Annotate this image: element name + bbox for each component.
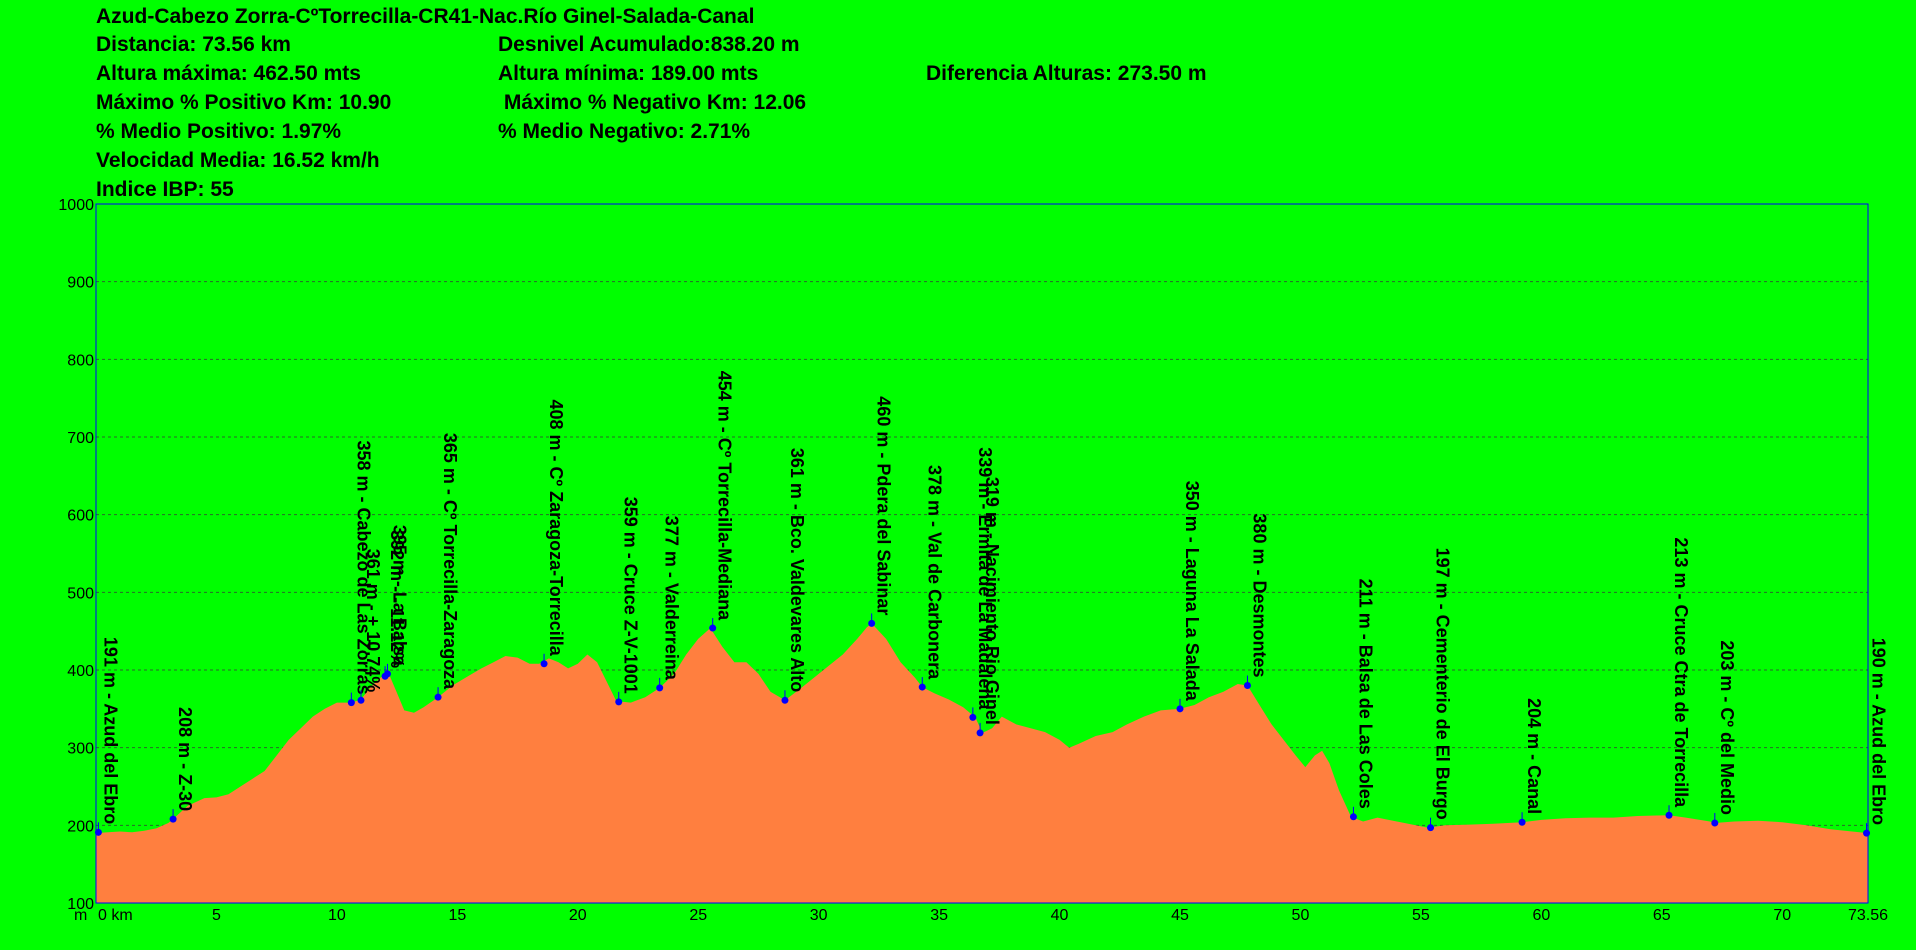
elevation-gain-stat: Desnivel Acumulado:838.20 m — [498, 33, 800, 56]
marker-label: 377 m - Valderreina — [662, 516, 682, 681]
marker-point — [918, 683, 926, 691]
x-tick-label: 45 — [1171, 907, 1189, 924]
min-altitude-stat: Altura mínima: 189.00 mts — [498, 62, 759, 85]
marker-point — [540, 660, 548, 668]
distance-stat: Distancia: 73.56 km — [96, 33, 291, 56]
marker-point — [656, 684, 664, 692]
marker-label: 361 m - Bco. Valdevares Alto — [787, 448, 807, 692]
marker-point — [1176, 705, 1184, 713]
marker-point — [709, 624, 717, 632]
marker-point — [1427, 824, 1435, 832]
y-tick-label: 400 — [67, 663, 94, 680]
y-tick-label: 800 — [67, 352, 94, 369]
marker-label: 319 m - Nacimiento Rio Ginel — [982, 477, 1002, 725]
marker-label: 208 m - Z-30 — [175, 707, 195, 811]
x-tick-label: 30 — [810, 907, 828, 924]
marker-point — [94, 828, 102, 836]
marker-point — [1665, 811, 1673, 819]
route-title: Azud-Cabezo Zorra-CºTorrecilla-CR41-Nac.… — [96, 5, 755, 28]
route-summary: Azud-Cabezo Zorra-CºTorrecilla-CR41-Nac.… — [0, 0, 1916, 205]
plot-frame — [95, 203, 1869, 904]
y-tick-label: 600 — [67, 508, 94, 525]
marker-label: 197 m - Cementerio de El Burgo — [1433, 548, 1453, 820]
x-tick-label: 5 — [212, 907, 221, 924]
x-tick-label: 10 — [328, 907, 346, 924]
marker-point — [383, 670, 391, 678]
altitude-difference-stat: Diferencia Alturas: 273.50 m — [926, 62, 1207, 85]
y-tick-label: 300 — [67, 741, 94, 758]
x-tick-label: 0 km — [98, 907, 133, 924]
marker-point — [976, 729, 984, 737]
max-altitude-stat: Altura máxima: 462.50 mts — [96, 62, 361, 85]
x-tick-label: 60 — [1532, 907, 1550, 924]
mean-negative-grade-stat: % Medio Negativo: 2.71% — [498, 120, 751, 143]
marker-label: 191 m - Azud del Ebro — [100, 637, 120, 824]
x-tick-label: 40 — [1051, 907, 1069, 924]
y-tick-label: 700 — [67, 430, 94, 447]
x-tick-label: 20 — [569, 907, 587, 924]
marker-label: 203 m - Cº del Medio — [1717, 640, 1737, 815]
y-tick-label: 100 — [67, 896, 94, 913]
marker-point — [347, 699, 355, 707]
y-tick-label: 200 — [67, 818, 94, 835]
marker-label: 460 m - Pdera del Sabinar — [874, 396, 894, 615]
marker-point — [357, 696, 365, 704]
x-unit-label: m — [74, 907, 87, 924]
marker-point — [615, 698, 623, 706]
marker-label: 392 m - - 11.12% — [387, 530, 407, 668]
marker-point — [1711, 819, 1719, 827]
marker-label: 339 m - Ermita de La Madalena — [975, 447, 995, 710]
elevation-area — [96, 623, 1868, 903]
y-tick-label: 900 — [67, 275, 94, 292]
marker-point — [169, 815, 177, 823]
marker-label: 408 m - Cº Zaragoza-Torrecilla — [546, 399, 566, 656]
marker-point — [1243, 682, 1251, 690]
max-negative-grade-stat: Máximo % Negativo Km: 12.06 — [498, 91, 807, 114]
marker-label: 365 m - Cº Torrecilla-Zaragoza — [440, 433, 460, 690]
marker-point — [1518, 818, 1526, 826]
marker-label: 350 m - Laguna La Salada — [1182, 481, 1202, 702]
x-tick-label: 55 — [1412, 907, 1430, 924]
average-speed-stat: Velocidad Media: 16.52 km/h — [96, 149, 380, 172]
marker-point — [781, 696, 789, 704]
y-tick-label: 500 — [67, 585, 94, 602]
x-tick-label: 15 — [448, 907, 466, 924]
marker-label: 378 m - Val de Carbonera — [924, 465, 944, 680]
marker-label: 211 m - Balsa de Las Coles — [1356, 579, 1376, 809]
x-tick-label: 35 — [930, 907, 948, 924]
marker-label: 395 m - La Balsa — [390, 525, 410, 667]
marker-label: 358 m - Cabezo de Las Zorras — [353, 441, 373, 695]
marker-point — [868, 619, 876, 627]
ibp-index-stat: Indice IBP: 55 — [96, 178, 234, 201]
marker-point — [969, 713, 977, 721]
marker-label: 204 m - Canal — [1524, 698, 1544, 814]
x-tick-label: 70 — [1773, 907, 1791, 924]
marker-label: 213 m - Cruce Ctra de Torrecilla — [1671, 537, 1691, 808]
marker-point — [1349, 813, 1357, 821]
x-tick-label: 50 — [1292, 907, 1310, 924]
mean-positive-grade-stat: % Medio Positivo: 1.97% — [96, 120, 342, 143]
marker-label: 190 m - Azud del Ebro — [1869, 638, 1889, 825]
max-positive-grade-stat: Máximo % Positivo Km: 10.90 — [96, 91, 392, 114]
marker-label: 359 m - Cruce Z-V-1001 — [621, 497, 641, 694]
x-tick-label: 65 — [1653, 907, 1671, 924]
x-tick-label: 25 — [689, 907, 707, 924]
marker-point — [434, 693, 442, 701]
marker-label: 380 m - Desmontes — [1250, 513, 1270, 677]
marker-label: 361 m - + 10.74% — [363, 549, 383, 693]
y-tick-label: 1000 — [58, 197, 94, 214]
marker-label: 454 m - Cº Torrecilla-Mediana — [715, 371, 735, 621]
marker-point — [1863, 829, 1871, 837]
x-tick-label: 73.56 — [1848, 907, 1888, 924]
